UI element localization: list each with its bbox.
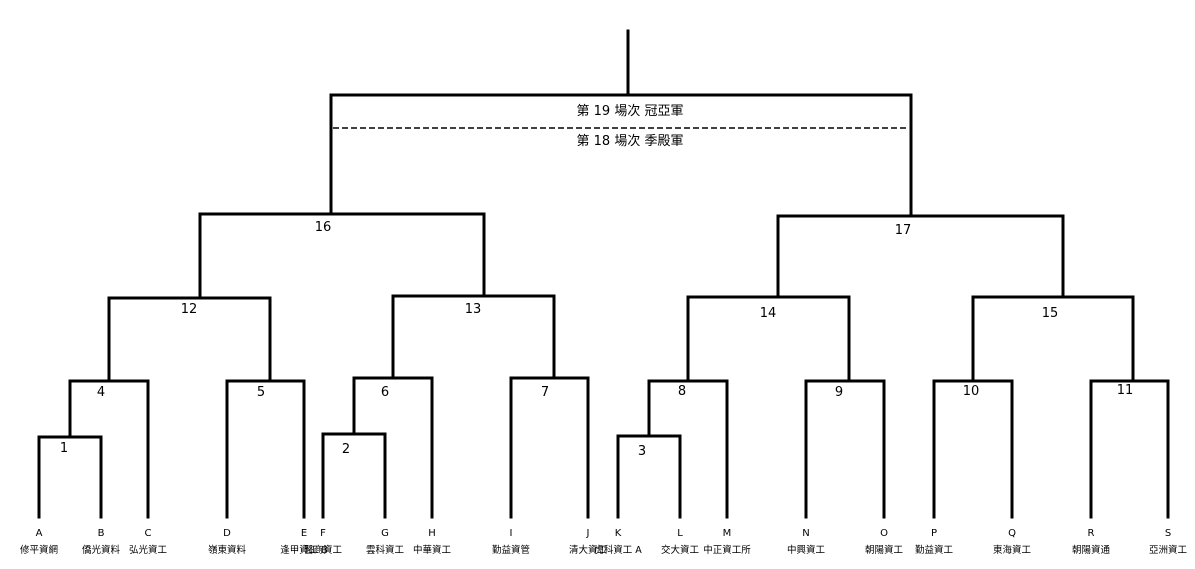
team-R: R 朝陽資通 [1072, 528, 1111, 556]
team-letter: C [145, 528, 152, 539]
team-name: 朝陽資通 [1072, 544, 1111, 556]
team-letter: M [723, 528, 732, 539]
team-K: K 虎科資工 A [594, 528, 642, 556]
team-F: F 醫商資工 [304, 528, 343, 556]
team-S: S 亞洲資工 [1149, 528, 1188, 556]
match-15-bracket-line [971, 295, 1135, 383]
team-B: B 僑光資料 [82, 528, 121, 556]
team-letter: I [510, 528, 513, 539]
match-4-number: 4 [97, 385, 105, 400]
match-6-number: 6 [381, 385, 389, 400]
match-12-bracket-line [107, 296, 272, 383]
team-name: 朝陽資工 [865, 544, 904, 556]
team-name: 修平資網 [20, 544, 58, 556]
team-E: E 逢甲資工 B [280, 528, 328, 556]
match-12-number: 12 [181, 302, 198, 317]
team-name: 僑光資料 [82, 544, 121, 556]
team-letter: O [880, 528, 888, 539]
team-Q: Q 東海資工 [993, 528, 1032, 556]
match-1-bracket-line [37, 435, 103, 519]
match-17-bracket-line [776, 214, 1065, 299]
match-13-bracket-line [391, 294, 556, 380]
team-M: M 中正資工所 [703, 528, 751, 556]
match-14-bracket-line [686, 295, 851, 383]
team-name: 東海資工 [993, 544, 1032, 556]
match-13-number: 13 [465, 302, 482, 317]
team-name: 嶺東資料 [208, 544, 247, 556]
match-9-number: 9 [835, 385, 843, 400]
match-10-bracket-line [932, 379, 1014, 519]
team-letter: J [586, 528, 590, 539]
team-name: 勤益資工 [915, 544, 954, 556]
team-name: 雲科資工 [366, 544, 405, 556]
team-D: D 嶺東資料 [208, 528, 247, 556]
team-name: 勤益資管 [492, 544, 530, 556]
team-name: 清大資工 [569, 544, 608, 556]
team-I: I 勤益資管 [492, 528, 530, 556]
team-name: 中華資工 [413, 544, 452, 556]
match-2-bracket-line [321, 432, 387, 519]
team-letter: S [1165, 528, 1171, 539]
team-C: C 弘光資工 [129, 528, 168, 556]
bracket-lines [37, 29, 1170, 519]
team-name: 中正資工所 [703, 544, 751, 556]
team-name: 交大資工 [661, 544, 700, 556]
match-7-bracket-line [509, 376, 590, 519]
team-A: A 修平資網 [20, 528, 58, 556]
team-name: 逢甲資工 B [280, 544, 328, 556]
match-6-bracket-line [352, 376, 434, 519]
final-match-label: 第 19 場次 冠亞軍 [577, 103, 684, 119]
team-J: J 清大資工 [569, 528, 608, 556]
final-bracket-line [329, 93, 913, 218]
team-letter: Q [1008, 528, 1016, 539]
team-name: 亞洲資工 [1149, 544, 1188, 556]
match-3-number: 3 [638, 444, 646, 459]
team-letter: A [36, 528, 43, 539]
match-15-number: 15 [1042, 306, 1059, 321]
team-letter: G [381, 528, 389, 539]
team-letter: L [677, 528, 683, 539]
match-3-bracket-line [616, 434, 682, 519]
team-H: H 中華資工 [413, 528, 452, 556]
match-9-bracket-line [804, 379, 886, 519]
team-G: G 雲科資工 [366, 528, 405, 556]
team-letter: D [223, 528, 231, 539]
team-letter: E [301, 528, 307, 539]
team-letter: F [320, 528, 326, 539]
third-place-match-label: 第 18 場次 季殿軍 [577, 133, 684, 149]
team-name: 中興資工 [787, 544, 826, 556]
team-name: 醫商資工 [304, 544, 343, 556]
team-labels: A 修平資網 B 僑光資料 C 弘光資工 D 嶺東資料 E 逢甲資工 B F 醫商資工 G 雲科資工 H 中華… [20, 528, 1188, 556]
match-4-bracket-line [68, 379, 150, 519]
team-letter: N [802, 528, 809, 539]
team-letter: H [428, 528, 436, 539]
match-8-bracket-line [647, 379, 729, 519]
team-L: L 交大資工 [661, 528, 700, 556]
team-name: 弘光資工 [129, 544, 168, 556]
team-letter: P [931, 528, 937, 539]
match-7-number: 7 [541, 385, 549, 400]
match-1-number: 1 [60, 441, 68, 456]
match-17-number: 17 [895, 223, 912, 238]
team-P: P 勤益資工 [915, 528, 954, 556]
match-11-bracket-line [1089, 379, 1170, 519]
match-2-number: 2 [342, 442, 350, 457]
team-letter: K [615, 528, 622, 539]
team-letter: R [1088, 528, 1095, 539]
match-14-number: 14 [760, 306, 777, 321]
match-5-number: 5 [257, 385, 265, 400]
team-name: 虎科資工 A [594, 544, 642, 556]
match-16-bracket-line [198, 212, 486, 300]
match-10-number: 10 [963, 384, 980, 399]
team-letter: B [98, 528, 105, 539]
match-5-bracket-line [225, 379, 306, 519]
match-16-number: 16 [315, 220, 332, 235]
match-8-number: 8 [678, 384, 686, 399]
team-O: O 朝陽資工 [865, 528, 904, 556]
team-N: N 中興資工 [787, 528, 826, 556]
match-11-number: 11 [1117, 383, 1134, 398]
